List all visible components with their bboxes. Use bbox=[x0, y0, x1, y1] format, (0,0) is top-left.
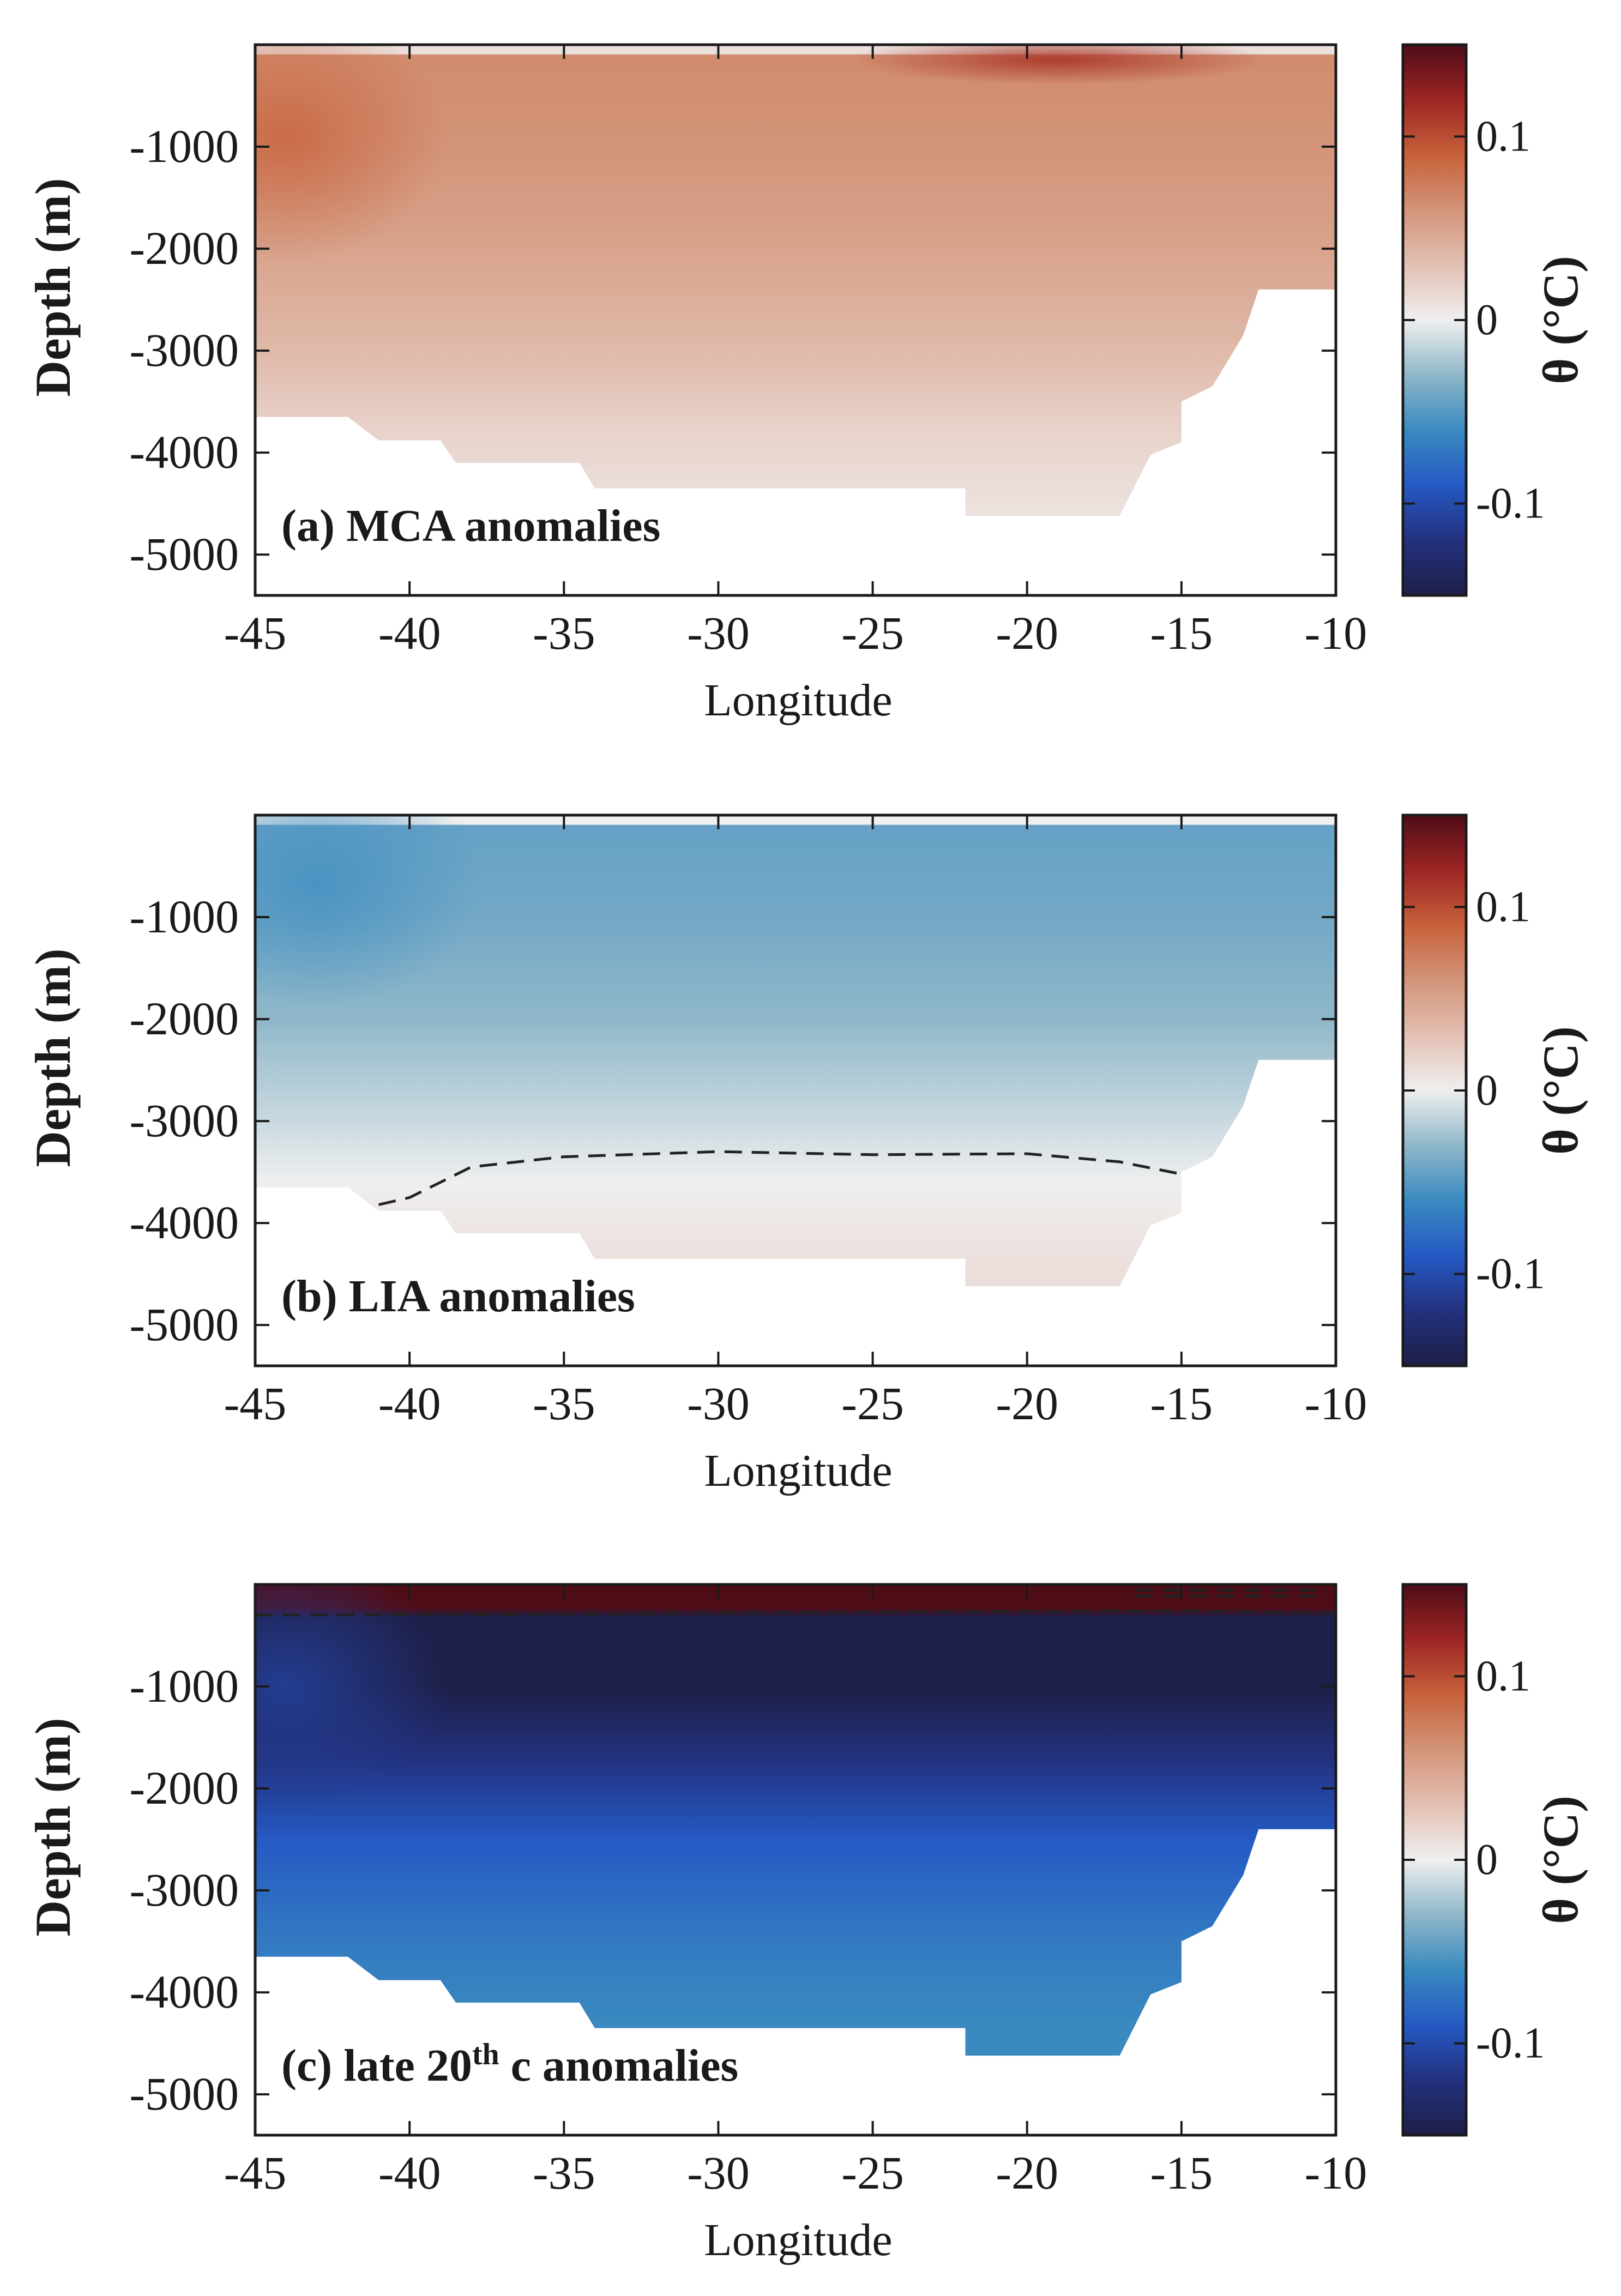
temperature-field bbox=[255, 1584, 1336, 2056]
y-tick-label: -4000 bbox=[129, 426, 239, 478]
colorbar: 0.1 0 -0.1 θ (°C) bbox=[1401, 1583, 1588, 2137]
zero-contour-line bbox=[378, 1150, 1182, 1206]
x-tick-label: -10 bbox=[1305, 1377, 1367, 1430]
x-tick-label: -45 bbox=[224, 1377, 287, 1430]
field-highlight bbox=[255, 1584, 450, 1812]
y-tick-label: -2000 bbox=[129, 222, 239, 274]
temperature-field bbox=[255, 45, 1336, 516]
x-tick-label: -30 bbox=[687, 607, 750, 659]
panel-b: -45 -40 -35 -30 -25 -20 -15 -10 -1000 -2000 -3000 -… bbox=[25, 813, 1588, 1496]
x-tick-label: -20 bbox=[996, 2147, 1058, 2199]
panel-c: -45 -40 -35 -30 -25 -20 -15 -10 -1000 -2000 -3000 -… bbox=[25, 1583, 1588, 2265]
panel-a: -45 -40 -35 -30 -25 -20 -15 -10 -1000 -2000 -3000 -… bbox=[25, 43, 1588, 726]
panel-label: (a) MCA anomalies bbox=[281, 501, 660, 551]
axes-frame bbox=[254, 1583, 1337, 2137]
colorbar-tick-label: 0.1 bbox=[1476, 112, 1530, 160]
x-tick-label: -35 bbox=[533, 1377, 595, 1430]
zero-contour-line bbox=[255, 1610, 1336, 1617]
x-tick-label: -40 bbox=[378, 2147, 441, 2199]
x-tick-label: -25 bbox=[841, 2147, 904, 2199]
panel-label: (b) LIA anomalies bbox=[281, 1271, 635, 1322]
field-highlight bbox=[851, 45, 1266, 85]
colorbar-tick-label: 0 bbox=[1476, 296, 1498, 344]
y-tick-label: -1000 bbox=[129, 1660, 239, 1712]
y-tick-label: -5000 bbox=[129, 528, 239, 580]
colorbar-tick-label: 0.1 bbox=[1476, 1652, 1530, 1700]
y-tick-label: -5000 bbox=[129, 2068, 239, 2120]
x-tick-label: -25 bbox=[841, 607, 904, 659]
colorbar-label: θ (°C) bbox=[1533, 256, 1588, 384]
x-tick-label: -15 bbox=[1150, 1377, 1213, 1430]
x-tick-label: -30 bbox=[687, 1377, 750, 1430]
y-tick-label: -1000 bbox=[129, 120, 239, 172]
y-tick-label: -5000 bbox=[129, 1298, 239, 1351]
x-tick-label: -40 bbox=[378, 607, 441, 659]
x-tick-label: -15 bbox=[1150, 2147, 1213, 2199]
x-tick-label: -40 bbox=[378, 1377, 441, 1430]
x-tick-label: -45 bbox=[224, 2147, 287, 2199]
x-tick-label: -25 bbox=[841, 1377, 904, 1430]
axes-frame bbox=[254, 813, 1337, 1367]
x-tick-label: -30 bbox=[687, 2147, 750, 2199]
y-axis-label: Depth (m) bbox=[25, 178, 81, 396]
y-tick-label: -3000 bbox=[129, 1094, 239, 1147]
y-tick-label: -3000 bbox=[129, 324, 239, 376]
field-highlight bbox=[255, 45, 450, 262]
x-tick-label: -45 bbox=[224, 607, 287, 659]
colorbar: 0.1 0 -0.1 θ (°C) bbox=[1401, 43, 1588, 597]
y-tick-label: -4000 bbox=[129, 1966, 239, 2018]
y-axis-label: Depth (m) bbox=[25, 948, 81, 1167]
y-tick-label: -2000 bbox=[129, 1762, 239, 1814]
y-tick-label: -1000 bbox=[129, 890, 239, 943]
colorbar-label: θ (°C) bbox=[1533, 1026, 1588, 1155]
x-tick-label: -20 bbox=[996, 607, 1058, 659]
y-tick-label: -3000 bbox=[129, 1864, 239, 1916]
y-axis-label: Depth (m) bbox=[25, 1718, 81, 1936]
x-tick-label: -20 bbox=[996, 1377, 1058, 1430]
colorbar-tick-label: 0 bbox=[1476, 1066, 1498, 1114]
x-tick-label: -35 bbox=[533, 607, 595, 659]
x-tick-label: -10 bbox=[1305, 2147, 1367, 2199]
x-tick-label: -35 bbox=[533, 2147, 595, 2199]
y-tick-label: -2000 bbox=[129, 992, 239, 1045]
x-axis-label: Longitude bbox=[704, 675, 892, 726]
y-tick-label: -4000 bbox=[129, 1196, 239, 1249]
colorbar: 0.1 0 -0.1 θ (°C) bbox=[1401, 813, 1588, 1367]
x-tick-label: -10 bbox=[1305, 607, 1367, 659]
field-highlight bbox=[255, 815, 481, 1007]
colorbar-label: θ (°C) bbox=[1533, 1795, 1588, 1924]
panel-label: (c) late 20th c anomalies bbox=[281, 2038, 738, 2091]
colorbar-tick-label: -0.1 bbox=[1476, 1250, 1545, 1298]
colorbar-tick-label: 0 bbox=[1476, 1836, 1498, 1884]
x-axis-label: Longitude bbox=[704, 1445, 892, 1496]
colorbar-tick-label: -0.1 bbox=[1476, 2020, 1545, 2068]
temperature-field bbox=[255, 815, 1336, 1287]
x-axis-label: Longitude bbox=[704, 2215, 892, 2265]
colorbar-tick-label: 0.1 bbox=[1476, 883, 1530, 931]
colorbar-tick-label: -0.1 bbox=[1476, 480, 1545, 528]
x-tick-label: -15 bbox=[1150, 607, 1213, 659]
axes-frame bbox=[254, 43, 1337, 597]
